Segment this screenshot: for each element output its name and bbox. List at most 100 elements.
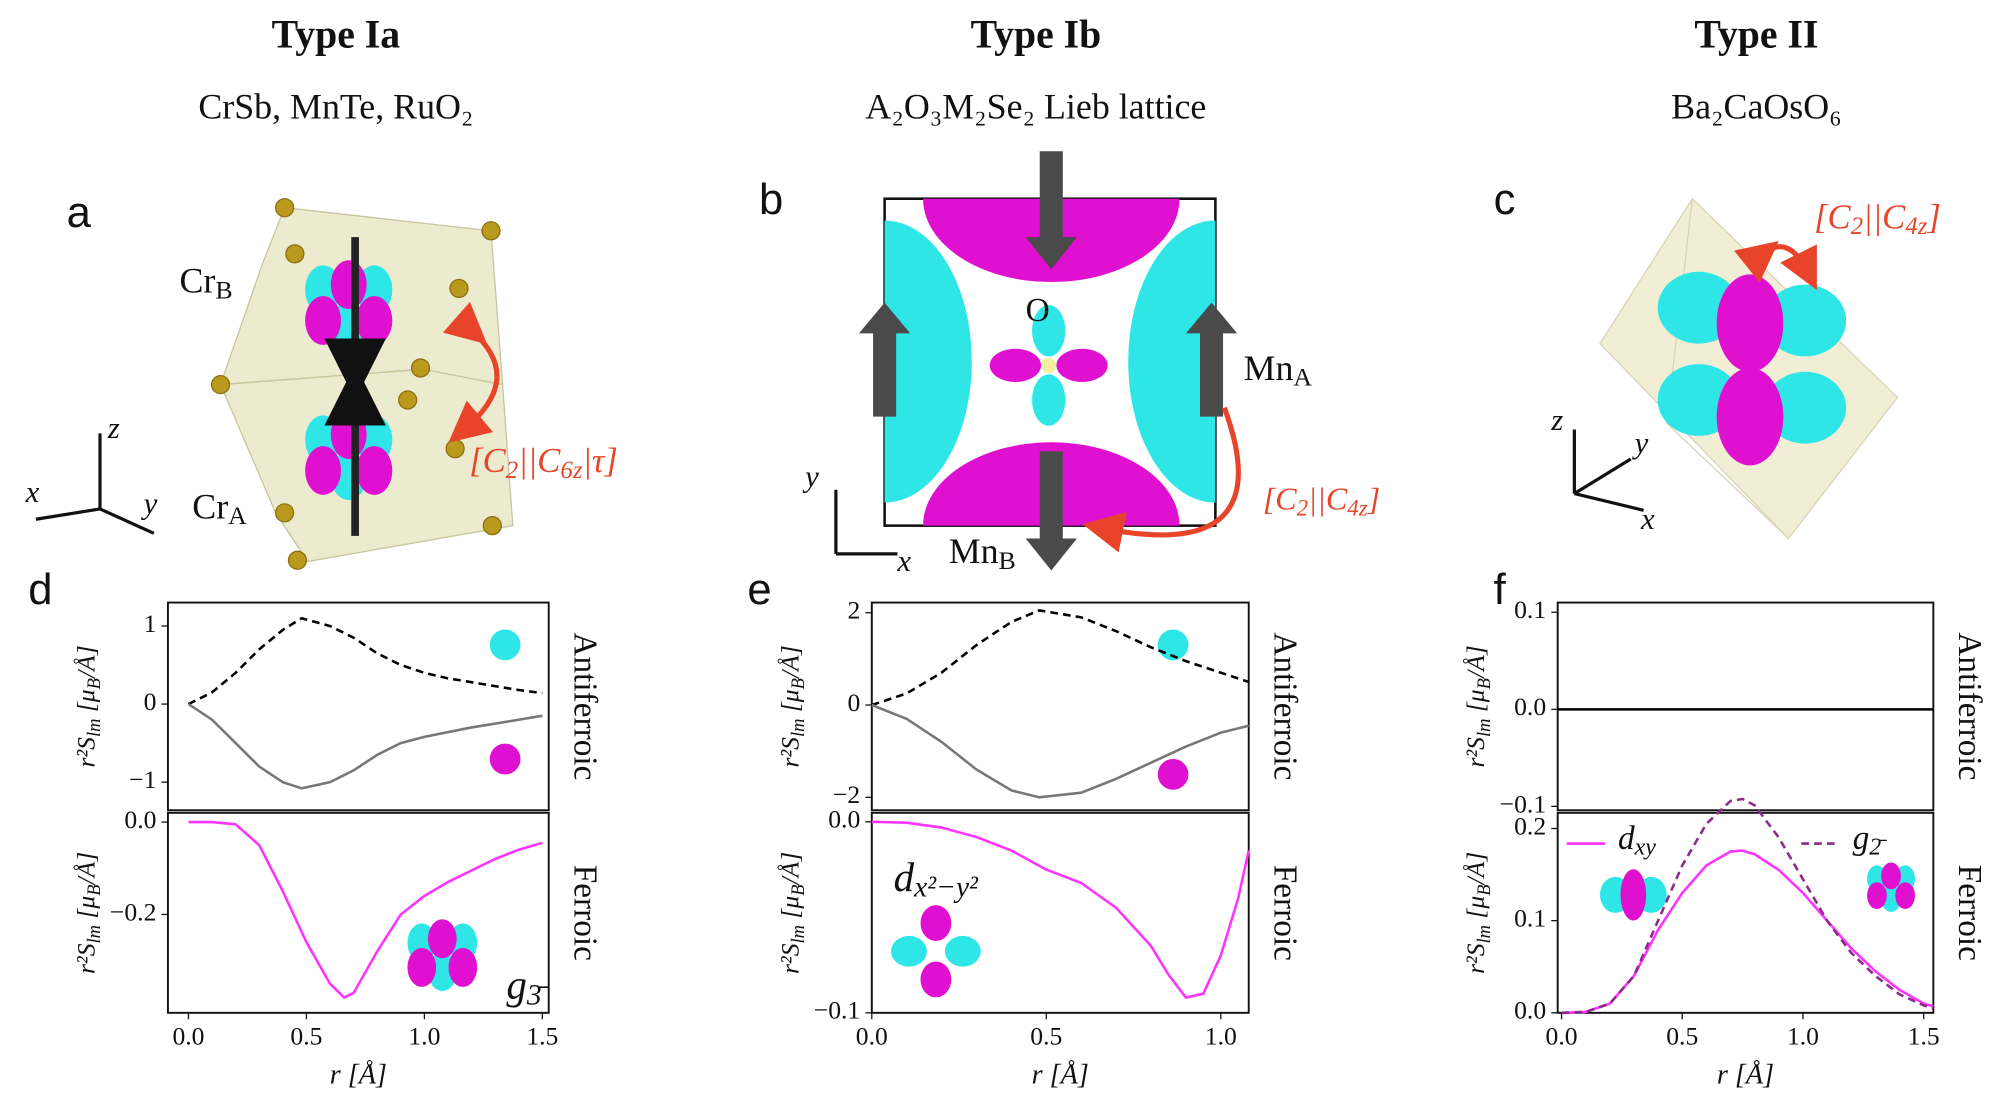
subscript: lm (1474, 925, 1494, 943)
subscript: lm (84, 719, 104, 737)
subscript: 2 (506, 457, 518, 484)
x-tick-label: 1.5 (1908, 1021, 1940, 1050)
y-tick-label: 0.0 (124, 805, 156, 834)
axis-letter: z (107, 411, 120, 445)
subscript: lm (788, 925, 808, 943)
panel-label: c (1494, 176, 1516, 224)
text-segment: /Å] (775, 645, 804, 680)
text-segment: [C (1814, 198, 1851, 236)
axis-letter: y (1632, 426, 1649, 460)
subscript: xy (1634, 834, 1657, 860)
y-tick-label: −0.2 (110, 897, 156, 926)
legend-label: dxy (1618, 820, 1656, 861)
x-tick-label: 0.5 (1030, 1021, 1062, 1050)
text-segment: /Å] (775, 852, 804, 887)
text-segment: /Å] (1461, 645, 1490, 680)
text-segment: Cr (192, 486, 228, 526)
subscript: x²−y² (913, 872, 979, 904)
y-axis-label: r²Slm [μB/Å] (775, 852, 808, 974)
atom-label: CrA (192, 486, 247, 529)
text-segment: /Å] (71, 645, 100, 680)
x-axis-label: r [Å] (330, 1059, 387, 1090)
column-subtitle: A₂O₃M₂Se₂ Lieb lattice (865, 86, 1206, 126)
x-tick-label: 0.0 (172, 1021, 204, 1050)
y-tick-label: −0.1 (814, 996, 860, 1025)
x-tick-label: 0.0 (856, 1021, 888, 1050)
plot-frame (166, 811, 550, 1014)
y-axis-label: r²Slm [μB/Å] (1461, 852, 1494, 974)
y-tick-label: −2 (833, 780, 860, 809)
y-tick-label: −0.1 (1500, 789, 1546, 818)
axis-letter: x (1640, 502, 1655, 536)
text-segment: ] (1367, 481, 1380, 517)
text-segment: d (1618, 820, 1635, 857)
curve-label: dx²−y² (894, 854, 979, 903)
text-segment: g (506, 962, 527, 1008)
side-label: Antiferroic (1266, 632, 1303, 780)
x-tick-label: 0.5 (1666, 1021, 1698, 1050)
subscript: B (788, 884, 808, 895)
axis-letter: z (1550, 403, 1563, 437)
y-axis-label: r²Slm [μB/Å] (71, 852, 104, 974)
y-tick-label: −1 (129, 765, 156, 794)
side-label: Ferroic (1266, 865, 1303, 961)
x-tick-label: 1.5 (526, 1021, 558, 1050)
atom-label: O (1026, 291, 1050, 328)
panel-label: b (759, 176, 783, 224)
subscript: 2̄ (1869, 834, 1887, 860)
text-segment: Mn (1244, 348, 1294, 388)
text-segment: [μ (1461, 896, 1490, 925)
data-line (187, 616, 543, 706)
y-tick-label: 0 (144, 687, 157, 716)
panel-label: f (1494, 566, 1507, 614)
symmetry-annotation: [C2||C4z] (1263, 481, 1380, 521)
axis-letter: y (802, 460, 819, 494)
subscript: 6z (560, 457, 582, 484)
x-tick-label: 1.0 (1205, 1021, 1237, 1050)
y-tick-label: 0.2 (1514, 811, 1546, 840)
subscript: B (215, 275, 232, 304)
plot-frame (1556, 601, 1935, 812)
data-line (871, 820, 1250, 999)
plot-frame (870, 811, 1250, 1014)
side-label: Antiferroic (566, 632, 603, 780)
text-segment: [C (469, 442, 506, 480)
data-line (871, 703, 1250, 799)
subscript: 4z (1347, 495, 1368, 521)
text-segment: |τ] (583, 442, 618, 480)
text-segment: [μ (775, 689, 804, 718)
side-label: Ferroic (566, 865, 603, 961)
column-subtitle: Ba₂CaOsO₆ (1671, 86, 1842, 126)
text-segment: r²S (775, 943, 804, 974)
legend-label: g2̄ (1853, 820, 1888, 861)
subscript: B (1474, 678, 1494, 689)
y-tick-label: 0.1 (1514, 904, 1546, 933)
y-tick-label: 0.0 (1514, 692, 1546, 721)
text-segment: O (1026, 291, 1050, 328)
data-line (1561, 797, 1934, 1015)
diagram-c (1572, 197, 1899, 540)
subscript: A (228, 501, 247, 530)
atom-label: CrB (179, 261, 232, 304)
text-segment: Mn (949, 531, 999, 571)
text-segment: /Å] (1461, 852, 1490, 887)
side-label: Ferroic (1951, 865, 1988, 961)
text-segment: ||C (518, 442, 561, 480)
y-tick-label: 2 (847, 596, 860, 625)
text-segment: [μ (71, 896, 100, 925)
y-axis-label: r²Slm [μB/Å] (1461, 645, 1494, 767)
text-segment: [μ (775, 896, 804, 925)
text-segment: g (1853, 820, 1870, 857)
x-tick-label: 1.0 (1787, 1021, 1819, 1050)
text-segment: r²S (1461, 737, 1490, 768)
subscript: lm (1474, 719, 1494, 737)
y-tick-label: 0.0 (1514, 996, 1546, 1025)
subscript: 3̄ (526, 979, 550, 1011)
subscript: B (788, 678, 808, 689)
plot-frame (870, 601, 1250, 812)
text-segment: Cr (179, 261, 215, 301)
subscript: B (1474, 884, 1494, 895)
subscript: B (84, 884, 104, 895)
diagram-b (834, 151, 1241, 571)
